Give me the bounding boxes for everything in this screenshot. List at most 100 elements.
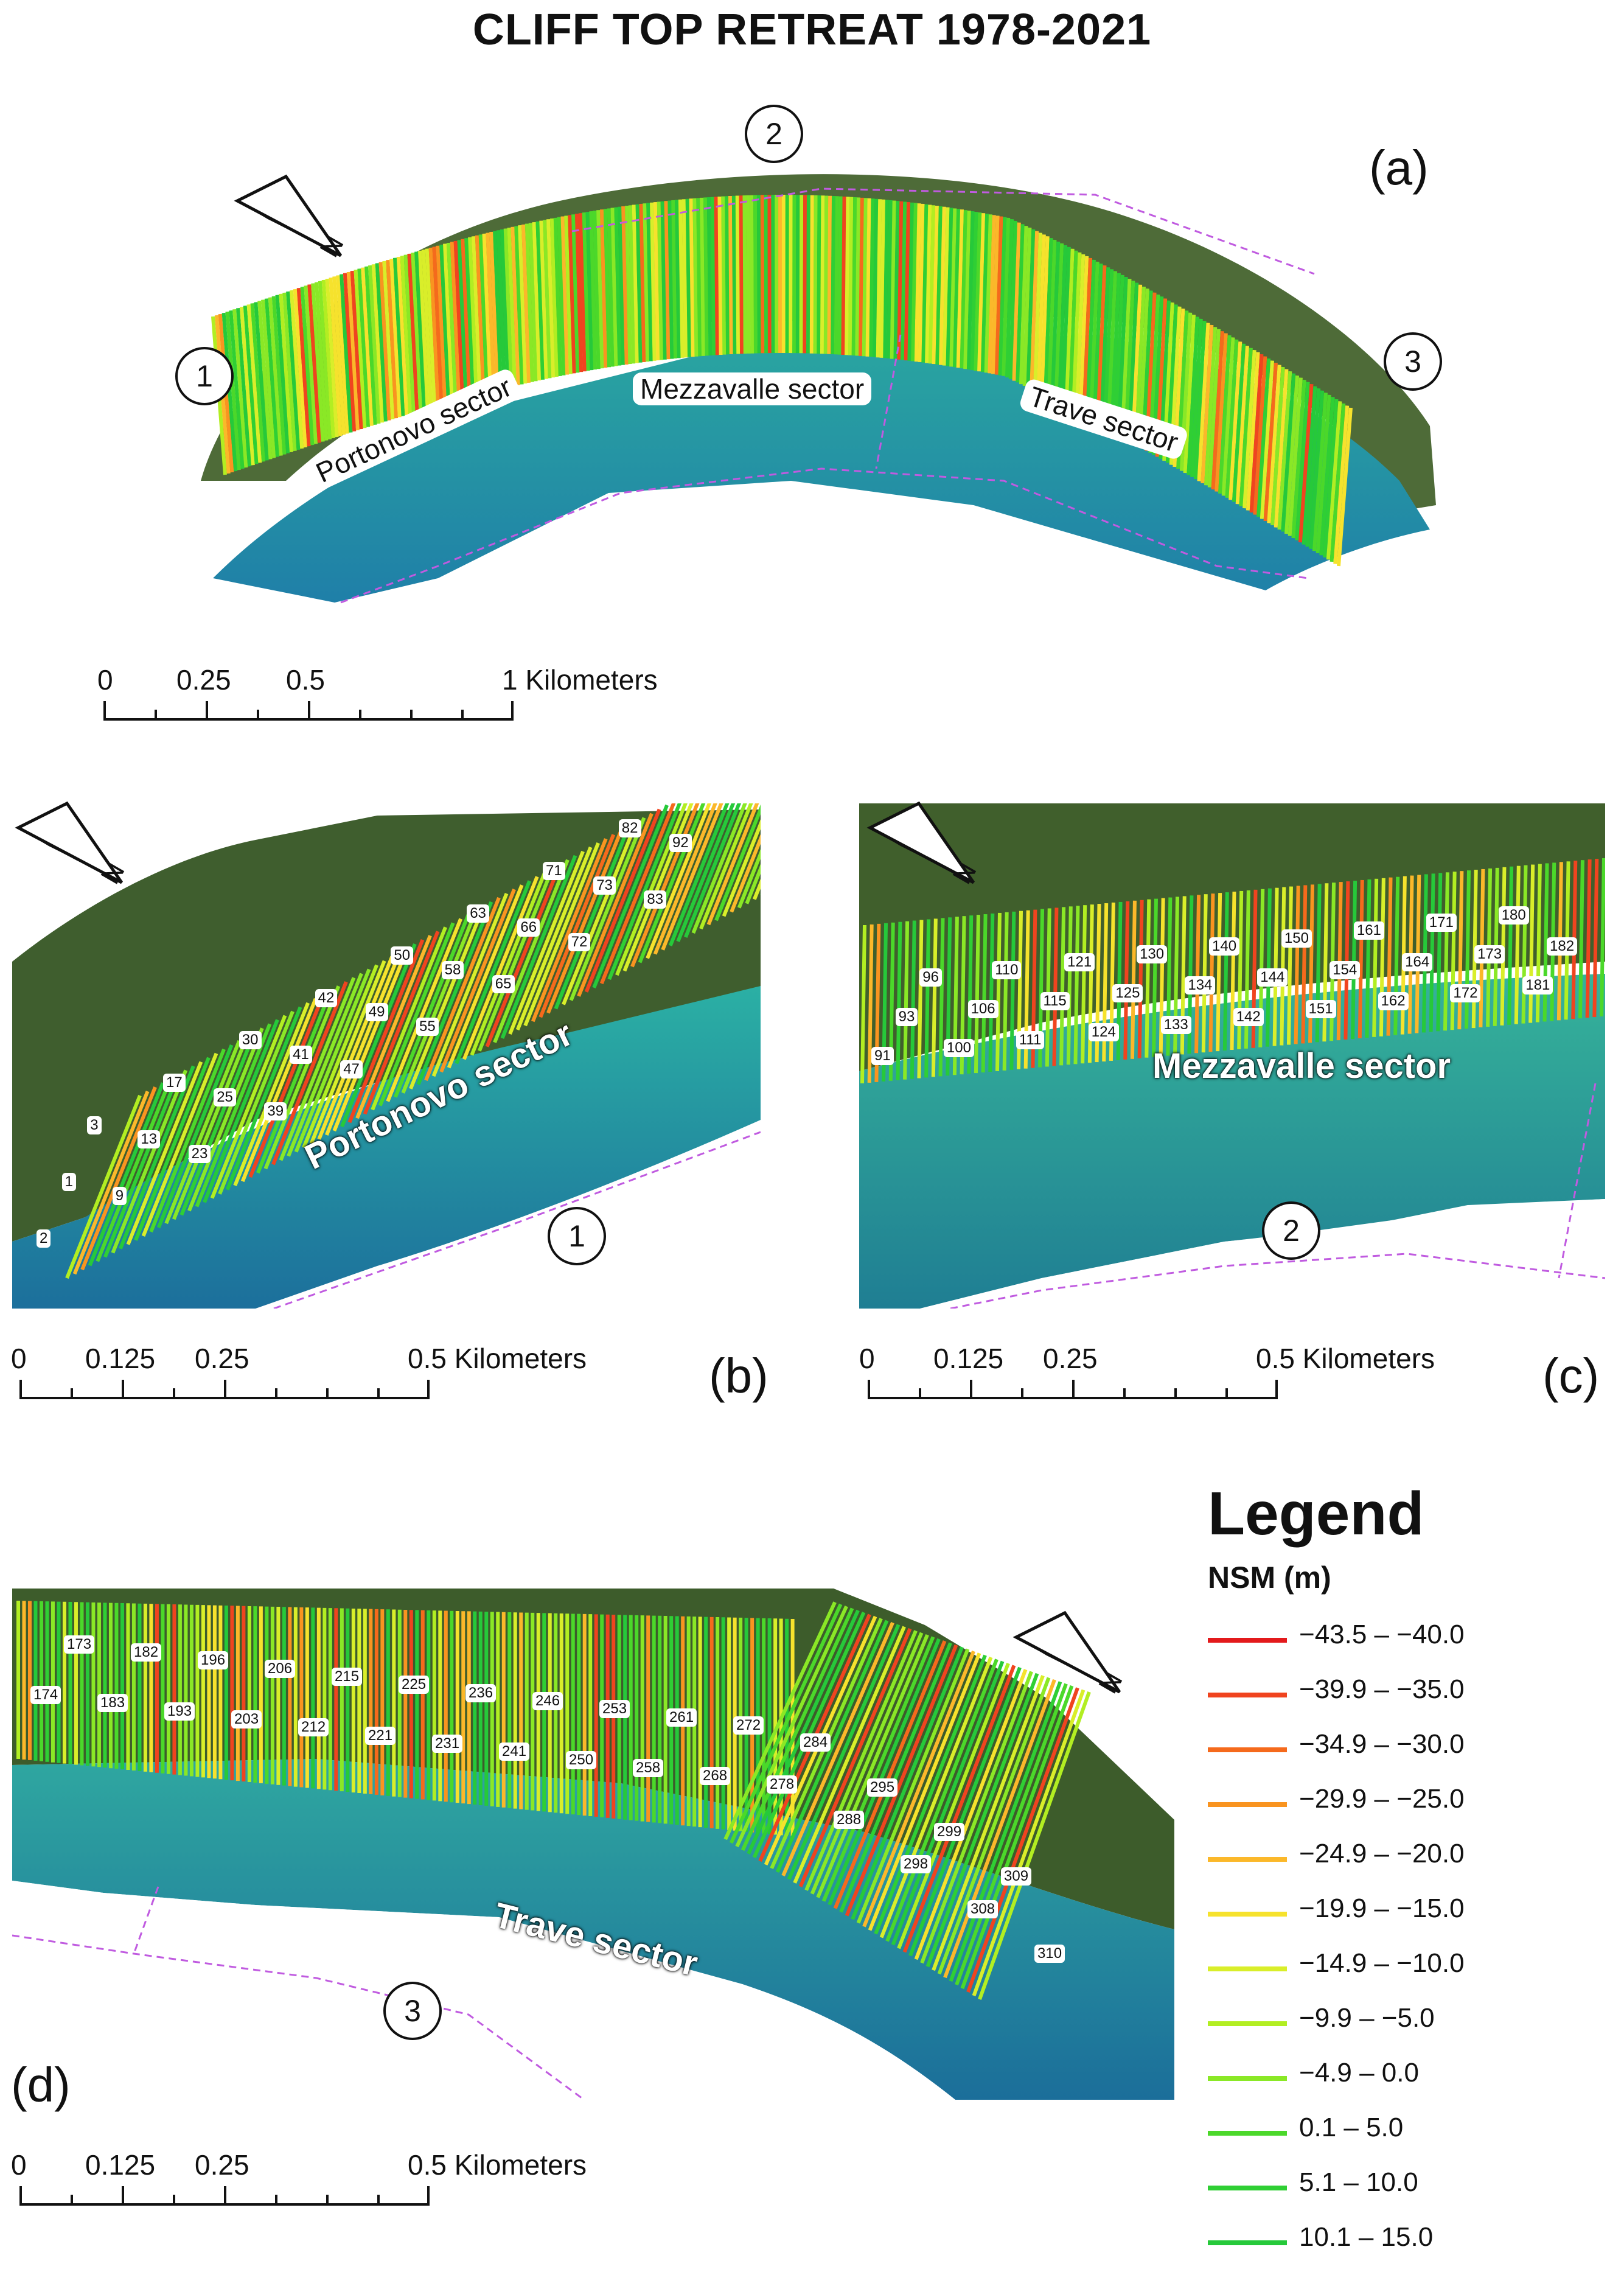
transect-line: [1033, 232, 1042, 391]
transect-id-label: 272: [733, 1716, 764, 1735]
transect-line: [949, 1681, 1062, 1982]
transect-line: [643, 203, 650, 362]
transect-id-label: 83: [644, 890, 667, 909]
transect-line: [96, 1078, 172, 1262]
transect-line: [911, 203, 918, 362]
panel-b-map: [12, 803, 761, 1309]
transect-id-label: 241: [499, 1742, 530, 1761]
transect-line: [1201, 894, 1208, 1053]
legend-swatch: [1208, 2021, 1287, 2026]
marker-1: 1: [175, 347, 234, 405]
legend-item: 0.1 – 5.0: [1208, 2106, 1597, 2161]
transect-line: [851, 197, 857, 356]
transect-line: [893, 201, 900, 360]
legend-label: −39.9 – −35.0: [1299, 1674, 1465, 1704]
legend-label: −14.9 – −10.0: [1299, 1948, 1465, 1978]
transect-id-label: 308: [967, 1900, 998, 1918]
transect-id-label: 121: [1064, 952, 1095, 971]
transect-line: [418, 250, 430, 410]
transect-line: [172, 1036, 249, 1220]
transect-line: [1016, 224, 1025, 383]
transect-line: [827, 195, 832, 354]
transect-line: [1308, 884, 1315, 1043]
transect-line: [538, 834, 616, 1018]
transect-line: [1030, 231, 1039, 390]
transect-line: [1194, 895, 1201, 1054]
transect-line: [409, 905, 486, 1089]
transect-line: [764, 195, 768, 354]
transect-line: [1036, 234, 1046, 393]
transect-line: [798, 1627, 912, 1887]
transect-line: [610, 208, 618, 366]
transect-line: [271, 981, 348, 1166]
transect-line: [554, 825, 631, 1010]
transect-line: [1274, 369, 1289, 528]
transect-line: [111, 1069, 188, 1254]
transect-line: [1298, 383, 1314, 543]
transect-line: [960, 1685, 1074, 1990]
transect-line: [653, 803, 717, 955]
transect-line: [977, 213, 986, 372]
transect-id-label: 9: [112, 1187, 127, 1206]
transect-line: [920, 1671, 1033, 1964]
transect-id-label: 125: [1112, 984, 1143, 1003]
transect-line: [1059, 907, 1066, 1066]
transect-line: [340, 943, 417, 1128]
transect-line: [293, 288, 307, 448]
transect-line: [1600, 858, 1605, 1017]
transect-line: [515, 846, 593, 1031]
transect-line: [963, 211, 971, 369]
transect-line: [557, 217, 566, 376]
transect-line: [816, 1634, 929, 1898]
transect-line: [879, 1656, 993, 1938]
transect-line: [793, 1626, 906, 1884]
transect-line: [508, 850, 585, 1035]
transect-line: [710, 197, 716, 355]
transect-line: [332, 276, 346, 435]
transect-line: [485, 863, 562, 1047]
transect-line: [1002, 217, 1011, 376]
transect-id-label: 140: [1209, 937, 1240, 956]
transect-line: [307, 284, 321, 443]
transect-line: [392, 257, 405, 416]
transect-line: [1357, 879, 1364, 1039]
transect-line: [562, 821, 638, 1005]
transect-line: [1263, 362, 1278, 522]
transect-id-label: 65: [492, 975, 515, 994]
transect-id-label: 100: [943, 1039, 974, 1058]
legend-label: 10.1 – 15.0: [1299, 2222, 1434, 2252]
transect-id-label: 130: [1137, 945, 1168, 963]
transect-line: [309, 960, 386, 1144]
legend-item: −43.5 – −40.0: [1208, 1613, 1597, 1668]
transect-line: [728, 196, 733, 355]
transect-line: [296, 287, 311, 447]
transect-line: [571, 214, 580, 373]
transect-line: [1379, 878, 1385, 1036]
transect-line: [425, 248, 437, 407]
transect-line: [450, 242, 461, 400]
panel-d-map: [12, 1589, 1174, 2100]
transect-line: [329, 277, 343, 436]
transect-line: [1123, 901, 1130, 1060]
transect-line: [741, 1607, 854, 1851]
transect-line: [1288, 377, 1303, 536]
transect-line: [1256, 358, 1271, 517]
transect-line: [141, 1052, 218, 1237]
transect-line: [401, 909, 478, 1094]
transect-line: [72, 1090, 150, 1275]
transect-id-label: 96: [919, 968, 942, 987]
legend-rows: −43.5 – −40.0 −39.9 – −35.0 −34.9 – −30.0 −…: [1208, 1613, 1597, 2271]
transect-line: [1326, 401, 1342, 560]
transect-line: [439, 244, 451, 404]
transect-line: [834, 196, 839, 355]
legend-swatch: [1208, 2076, 1287, 2081]
transect-line: [1072, 252, 1082, 411]
transect-line: [804, 1630, 918, 1891]
marker-1-b: 1: [548, 1207, 606, 1265]
transect-line: [667, 200, 674, 359]
page-title: CLIFF TOP RETREAT 1978-2021: [472, 5, 1152, 54]
transect-line: [325, 278, 339, 438]
transect-line: [1265, 888, 1272, 1047]
transect-line: [400, 256, 413, 414]
transect-line: [1061, 246, 1071, 405]
